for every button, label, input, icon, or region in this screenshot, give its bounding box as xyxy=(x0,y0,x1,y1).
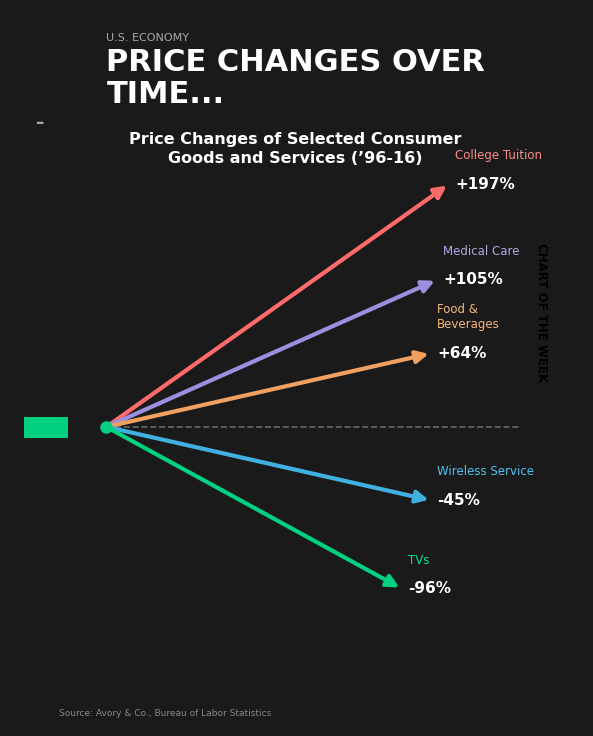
Text: Source: Avory & Co., Bureau of Labor Statistics: Source: Avory & Co., Bureau of Labor Sta… xyxy=(59,709,272,718)
Text: CHART OF THE WEEK: CHART OF THE WEEK xyxy=(535,244,547,382)
Text: -45%: -45% xyxy=(437,493,480,508)
Text: Price Changes of Selected Consumer
Goods and Services (’96-16): Price Changes of Selected Consumer Goods… xyxy=(129,132,462,166)
Text: TVs: TVs xyxy=(408,553,429,567)
Text: U.S. ECONOMY: U.S. ECONOMY xyxy=(106,33,189,43)
Text: +197%: +197% xyxy=(455,177,515,191)
Text: +105%: +105% xyxy=(443,272,503,287)
Text: College Tuition: College Tuition xyxy=(455,149,542,162)
Text: –: – xyxy=(36,114,44,132)
Text: PRICE CHANGES OVER
TIME...: PRICE CHANGES OVER TIME... xyxy=(106,48,485,109)
Text: Wireless Service: Wireless Service xyxy=(437,465,534,478)
Text: Food &
Beverages: Food & Beverages xyxy=(437,303,500,331)
FancyBboxPatch shape xyxy=(24,417,68,438)
Text: -96%: -96% xyxy=(408,581,451,596)
Text: +64%: +64% xyxy=(437,346,487,361)
Text: Medical Care: Medical Care xyxy=(443,244,519,258)
